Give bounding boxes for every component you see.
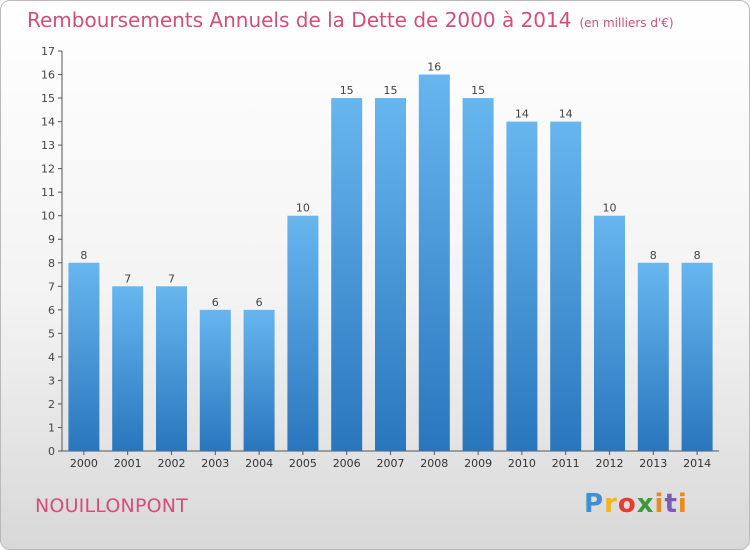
x-tick-label: 2011: [552, 457, 580, 470]
y-tick-label: 5: [48, 327, 55, 340]
x-tick-label: 2003: [201, 457, 229, 470]
value-label: 8: [694, 249, 701, 262]
bar-2012: [594, 215, 625, 451]
bar-2000: [68, 262, 100, 451]
value-label: 6: [212, 296, 219, 309]
x-tick-label: 2010: [508, 457, 536, 470]
y-tick-label: 4: [48, 351, 55, 364]
commune-name: NOUILLONPONT: [35, 495, 188, 517]
value-label: 15: [471, 84, 485, 97]
x-tick-label: 2008: [420, 457, 448, 470]
y-tick-label: 2: [48, 398, 55, 411]
bar-2010: [506, 121, 538, 452]
y-tick-label: 8: [48, 257, 55, 270]
value-label: 15: [340, 84, 354, 97]
unit-label: (en milliers d'€): [579, 16, 674, 30]
x-tick-label: 2014: [683, 457, 711, 470]
bar-2005: [287, 215, 319, 451]
title-text: Remboursements Annuels de la Dette de 20…: [27, 8, 572, 32]
y-tick-label: 12: [41, 163, 55, 176]
bar-2014: [681, 262, 713, 451]
x-tick-label: 2012: [596, 457, 624, 470]
y-tick-label: 0: [48, 445, 55, 458]
y-tick-label: 6: [48, 304, 55, 317]
x-tick-label: 2000: [70, 457, 98, 470]
value-label: 7: [124, 272, 131, 285]
value-label: 10: [603, 202, 617, 215]
value-label: 8: [80, 249, 87, 262]
y-tick-label: 9: [48, 233, 55, 246]
y-tick-label: 1: [48, 421, 55, 434]
bars: [68, 74, 713, 452]
bar-2006: [331, 98, 363, 451]
bar-2003: [199, 309, 231, 451]
bar-2009: [462, 98, 494, 451]
bar-2001: [112, 286, 144, 451]
y-tick-label: 16: [41, 69, 55, 82]
bar-2008: [418, 74, 450, 451]
value-label: 14: [559, 108, 573, 121]
x-tick-label: 2013: [639, 457, 667, 470]
x-tick-label: 2007: [377, 457, 405, 470]
bar-2011: [550, 121, 582, 452]
y-tick-label: 7: [48, 280, 55, 293]
value-label: 10: [296, 202, 310, 215]
data-labels: 2000 8 2001 7 2002 7 2003 6 2004 6 2005 10 2006 15 200…: [70, 61, 711, 470]
y-tick-label: 14: [41, 116, 55, 129]
x-tick-label: 2009: [464, 457, 492, 470]
chart-title: Remboursements Annuels de la Dette de 20…: [27, 8, 674, 32]
value-label: 14: [515, 108, 529, 121]
proxiti-logo: Proxiti: [584, 489, 688, 519]
y-tick-label: 15: [41, 92, 55, 105]
y-tick-label: 11: [41, 186, 55, 199]
y-tick-label: 10: [41, 210, 55, 223]
y-tick-label: 17: [41, 45, 55, 58]
value-label: 15: [384, 84, 398, 97]
x-tick-label: 2001: [114, 457, 142, 470]
x-tick-label: 2002: [158, 457, 186, 470]
y-tick-label: 13: [41, 139, 55, 152]
bar-2007: [375, 98, 406, 451]
x-tick-label: 2005: [289, 457, 317, 470]
y-tick-label: 3: [48, 374, 55, 387]
x-tick-label: 2004: [245, 457, 273, 470]
bar-2002: [156, 286, 187, 451]
value-label: 6: [256, 296, 263, 309]
x-tick-label: 2006: [333, 457, 361, 470]
value-label: 16: [427, 61, 441, 74]
value-label: 7: [168, 272, 175, 285]
bar-2013: [637, 262, 669, 451]
value-label: 8: [650, 249, 657, 262]
bar-2004: [243, 309, 275, 451]
